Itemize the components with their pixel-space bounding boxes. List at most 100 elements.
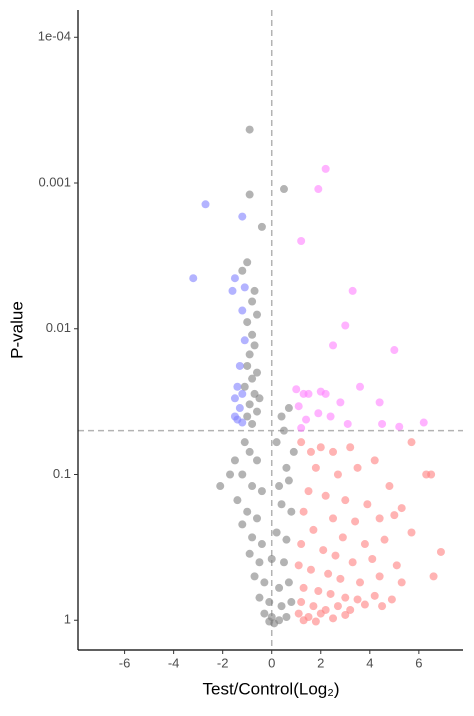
point bbox=[243, 361, 252, 370]
x-axis-title: Test/Control(Log₂) bbox=[203, 679, 340, 698]
point bbox=[245, 400, 254, 409]
point bbox=[248, 419, 257, 428]
point bbox=[346, 605, 355, 614]
point bbox=[375, 514, 384, 523]
point bbox=[243, 318, 252, 327]
point bbox=[260, 609, 269, 618]
point bbox=[282, 613, 291, 622]
point bbox=[230, 412, 239, 421]
point bbox=[360, 600, 369, 609]
point bbox=[387, 595, 396, 604]
point bbox=[243, 258, 252, 267]
x-tick-label: -2 bbox=[217, 655, 229, 670]
point bbox=[284, 476, 293, 485]
point bbox=[228, 286, 237, 295]
point bbox=[341, 321, 350, 330]
point bbox=[343, 419, 352, 428]
point bbox=[253, 456, 262, 465]
point bbox=[277, 602, 286, 611]
point bbox=[240, 438, 249, 447]
point bbox=[375, 398, 384, 407]
point bbox=[257, 487, 266, 496]
point bbox=[299, 616, 308, 625]
point bbox=[314, 587, 323, 596]
point bbox=[240, 382, 249, 391]
point bbox=[294, 609, 303, 618]
x-tick-label: 6 bbox=[415, 655, 422, 670]
point bbox=[255, 593, 264, 602]
point bbox=[341, 496, 350, 505]
point bbox=[356, 382, 365, 391]
point bbox=[299, 583, 308, 592]
point bbox=[230, 274, 239, 283]
point bbox=[297, 540, 306, 549]
point bbox=[289, 447, 298, 456]
point bbox=[390, 511, 399, 520]
point bbox=[275, 482, 284, 491]
point bbox=[336, 398, 345, 407]
point bbox=[297, 424, 306, 433]
y-tick-label: 1 bbox=[64, 612, 71, 627]
point bbox=[257, 222, 266, 231]
point bbox=[275, 583, 284, 592]
point bbox=[370, 591, 379, 600]
point bbox=[375, 572, 384, 581]
point bbox=[284, 404, 293, 413]
point bbox=[238, 520, 247, 529]
point bbox=[338, 533, 347, 542]
point bbox=[309, 525, 318, 534]
point bbox=[282, 463, 291, 472]
point bbox=[297, 438, 306, 447]
point bbox=[314, 185, 323, 194]
point bbox=[348, 558, 357, 567]
point bbox=[248, 482, 257, 491]
point bbox=[297, 237, 306, 246]
point bbox=[407, 528, 416, 537]
point bbox=[333, 470, 342, 479]
point bbox=[333, 602, 342, 611]
point bbox=[255, 394, 264, 403]
point bbox=[248, 297, 257, 306]
point bbox=[201, 200, 210, 209]
point bbox=[233, 382, 242, 391]
point bbox=[306, 447, 315, 456]
point bbox=[378, 419, 387, 428]
point bbox=[319, 546, 328, 555]
point bbox=[253, 407, 262, 416]
point bbox=[324, 569, 333, 578]
point bbox=[304, 487, 313, 496]
point bbox=[321, 491, 330, 500]
point bbox=[240, 336, 249, 345]
point bbox=[370, 456, 379, 465]
x-tick-label: -4 bbox=[168, 655, 180, 670]
point bbox=[326, 412, 335, 421]
x-tick-label: 2 bbox=[317, 655, 324, 670]
point bbox=[245, 447, 254, 456]
point bbox=[243, 507, 252, 516]
point bbox=[353, 595, 362, 604]
point bbox=[311, 617, 320, 626]
point bbox=[329, 514, 338, 523]
point bbox=[329, 447, 338, 456]
point bbox=[390, 346, 399, 355]
point bbox=[331, 551, 340, 560]
point bbox=[292, 385, 301, 394]
point bbox=[243, 412, 252, 421]
point bbox=[336, 574, 345, 583]
point bbox=[245, 350, 254, 359]
x-tick-label: 4 bbox=[366, 655, 373, 670]
point bbox=[238, 470, 247, 479]
point bbox=[272, 438, 281, 447]
point bbox=[265, 598, 274, 607]
point bbox=[279, 558, 288, 567]
point bbox=[380, 535, 389, 544]
point bbox=[277, 412, 286, 421]
point bbox=[378, 602, 387, 611]
point bbox=[272, 528, 281, 537]
point bbox=[250, 341, 259, 350]
point bbox=[311, 463, 320, 472]
point bbox=[353, 463, 362, 472]
point bbox=[309, 602, 318, 611]
point bbox=[253, 310, 262, 319]
point bbox=[238, 212, 247, 221]
